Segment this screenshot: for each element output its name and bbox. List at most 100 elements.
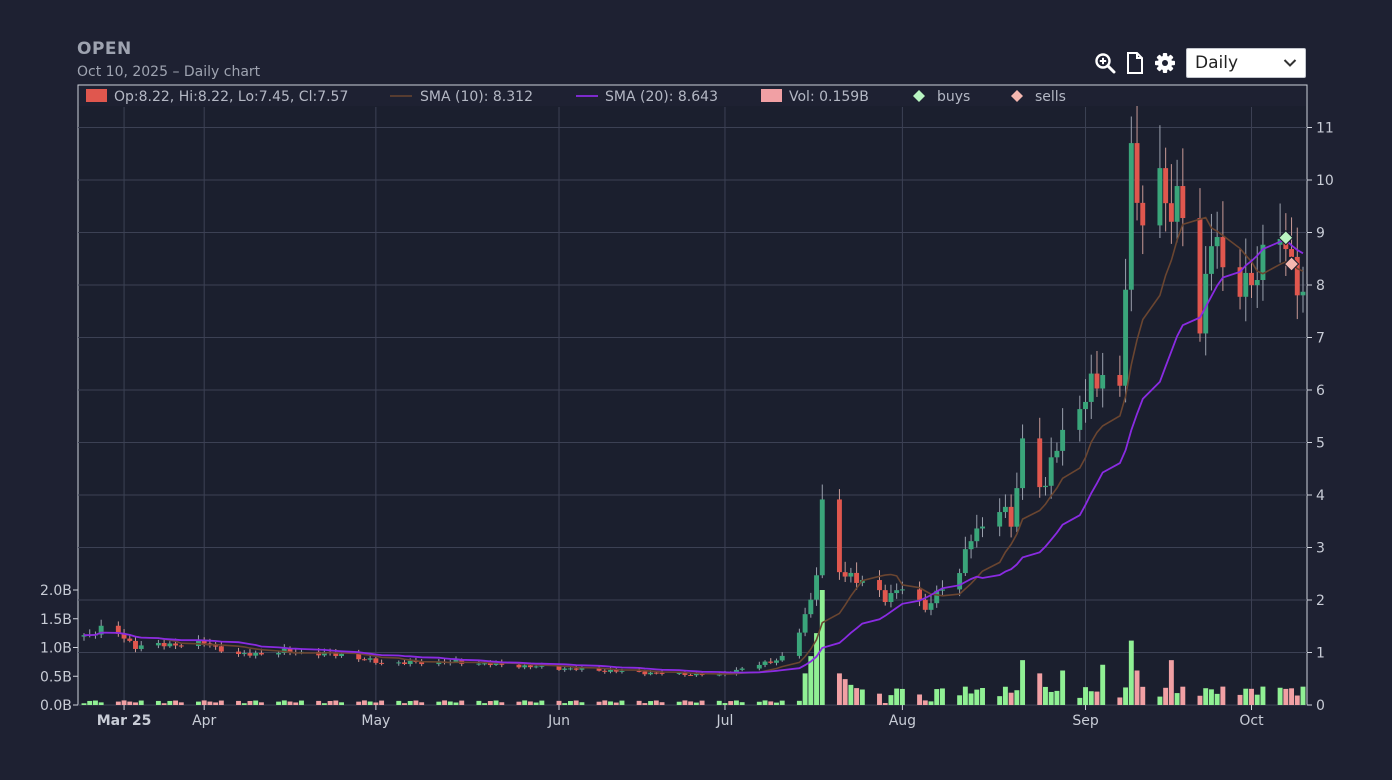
volume-bar [1254, 694, 1260, 705]
candle-body [819, 499, 825, 576]
candle-body [1002, 506, 1008, 513]
volume-bar [213, 702, 219, 705]
volume-bar [756, 701, 762, 705]
candle-body [1254, 280, 1260, 286]
candle-body [779, 655, 785, 661]
candle-body [436, 661, 442, 665]
volume-bar [316, 700, 322, 705]
candle-body [155, 642, 161, 646]
volume-bar [568, 701, 573, 705]
volume-bar [1157, 696, 1163, 705]
volume-bar [974, 689, 980, 705]
volume-bar [258, 702, 264, 705]
candle-body [1014, 488, 1020, 527]
candle-body [482, 663, 488, 665]
volume-bar [173, 700, 179, 705]
candle-body [1134, 143, 1140, 203]
document-icon[interactable] [1124, 51, 1146, 75]
period-select[interactable]: Daily [1186, 48, 1306, 78]
candle-body [934, 590, 940, 604]
candle-body [894, 590, 900, 594]
candle-body [957, 573, 963, 590]
candle-body [1197, 218, 1203, 334]
volume-tick-label: 1.5B [40, 612, 72, 628]
chevron-down-icon [1283, 59, 1297, 67]
volume-bar [1294, 695, 1300, 705]
candle-body [842, 572, 848, 577]
date-tick-label: Mar 25 [97, 713, 152, 729]
candle-body [236, 651, 241, 655]
legend-sells: sells [1035, 89, 1066, 105]
volume-bar [115, 701, 121, 705]
candle-body [1048, 457, 1054, 486]
volume-bar [178, 702, 184, 705]
candle-body [161, 642, 167, 647]
candle-body [173, 643, 179, 646]
candle-body [1168, 203, 1174, 222]
candle-body [980, 526, 985, 529]
candle-body [814, 575, 819, 600]
candle-body [201, 640, 207, 644]
candle-body [493, 662, 499, 666]
date-tick-label: Sep [1072, 713, 1099, 729]
candle-body [613, 669, 619, 672]
volume-bar [247, 700, 253, 705]
candle-body [287, 648, 293, 653]
volume-bar [121, 700, 127, 705]
volume-bar [1249, 688, 1254, 705]
volume-bar [476, 700, 482, 705]
volume-bar [127, 701, 133, 705]
trade-markers [1278, 230, 1300, 272]
legend-buys-marker [913, 90, 925, 102]
sell-marker [1283, 256, 1300, 272]
volume-bar [1008, 692, 1014, 705]
volume-bar [1208, 689, 1214, 705]
candle-body [1020, 438, 1026, 489]
volume-bar [888, 695, 894, 705]
period-select-value: Daily [1195, 53, 1239, 73]
candle-body [516, 664, 522, 668]
volume-bar [327, 700, 333, 705]
volume-bar [676, 701, 682, 705]
gear-icon[interactable] [1154, 51, 1176, 75]
candle-body [997, 512, 1003, 527]
volume-bar [1168, 660, 1174, 705]
candle-body [796, 632, 802, 656]
candle-body [619, 670, 625, 672]
volume-bar [1180, 686, 1186, 705]
candle-body [1220, 237, 1226, 268]
legend-ohlc: Op:8.22, Hi:8.22, Lo:7.45, Cl:7.57 [114, 89, 348, 105]
candle-body [487, 663, 493, 666]
volume-bar [373, 702, 379, 705]
volume-bar [814, 633, 819, 705]
volume-bar [1117, 697, 1123, 705]
candle-body [356, 653, 362, 660]
zoom-in-icon[interactable] [1094, 51, 1116, 75]
volume-bar [98, 702, 104, 705]
volume-bar [138, 700, 144, 705]
volume-bar [81, 703, 87, 705]
candle-body [682, 672, 688, 675]
candle-body [419, 661, 425, 665]
volume-bar [1002, 686, 1008, 705]
candle-body [396, 662, 402, 664]
candle-body [1243, 272, 1249, 297]
candle-body [854, 572, 860, 583]
volume-bar [608, 701, 613, 705]
candle-body [756, 664, 762, 669]
volume-bar [1134, 670, 1140, 705]
volume-bar [276, 701, 282, 705]
legend-sells-marker [1011, 90, 1023, 102]
candle-body [1043, 485, 1048, 488]
volume-bar [1048, 691, 1054, 705]
date-tick-label: Jun [547, 713, 570, 729]
candle-body [568, 668, 573, 670]
volume-bar [493, 700, 499, 705]
candle-body [688, 674, 694, 676]
volume-bar [133, 702, 138, 705]
volume-bar [1277, 687, 1283, 705]
volume-bar [1220, 686, 1226, 705]
volume-bar [1197, 695, 1203, 705]
date-tick-label: May [361, 713, 390, 729]
